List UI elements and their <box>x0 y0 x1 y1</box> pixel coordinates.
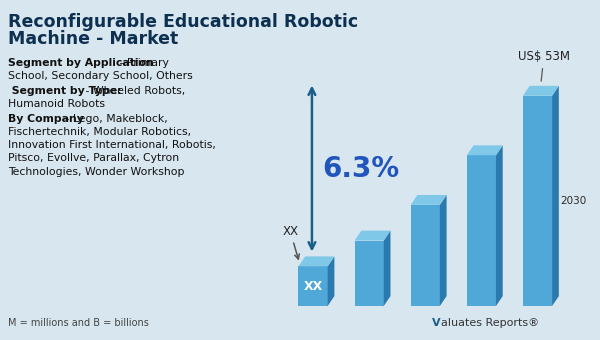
Bar <box>410 205 440 306</box>
Text: aluates Reports®: aluates Reports® <box>441 318 539 328</box>
Polygon shape <box>410 195 446 205</box>
Text: - Primary: - Primary <box>116 58 169 68</box>
Text: Segment by Application: Segment by Application <box>8 58 154 68</box>
Text: Machine - Market: Machine - Market <box>8 30 178 48</box>
Polygon shape <box>467 146 503 155</box>
Polygon shape <box>440 195 446 306</box>
Text: M = millions and B = billions: M = millions and B = billions <box>8 318 149 328</box>
Polygon shape <box>523 86 559 96</box>
Text: - Lego, Makeblock,: - Lego, Makeblock, <box>62 114 168 124</box>
Polygon shape <box>552 86 559 306</box>
Text: Humanoid Robots: Humanoid Robots <box>8 99 105 109</box>
Text: US$ 53M: US$ 53M <box>518 50 570 81</box>
Text: V: V <box>432 318 440 328</box>
Bar <box>355 241 384 306</box>
Text: By Company: By Company <box>8 114 84 124</box>
Text: 6.3%: 6.3% <box>322 155 399 183</box>
Text: 2030: 2030 <box>560 196 587 206</box>
Polygon shape <box>355 231 391 241</box>
Bar <box>467 155 496 306</box>
Polygon shape <box>384 231 391 306</box>
Text: School, Secondary School, Others: School, Secondary School, Others <box>8 71 193 81</box>
Text: XX: XX <box>304 280 323 293</box>
Bar <box>523 96 552 306</box>
Text: Reconfigurable Educational Robotic: Reconfigurable Educational Robotic <box>8 13 358 31</box>
Text: - Wheeled Robots,: - Wheeled Robots, <box>82 86 185 96</box>
Polygon shape <box>298 256 334 266</box>
Polygon shape <box>496 146 503 306</box>
Bar <box>298 266 328 306</box>
Text: Segment by Type:: Segment by Type: <box>8 86 121 96</box>
Text: XX: XX <box>282 225 299 259</box>
Polygon shape <box>328 256 334 306</box>
Text: Fischertechnik, Modular Robotics,
Innovation First International, Robotis,
Pitsc: Fischertechnik, Modular Robotics, Innova… <box>8 127 216 176</box>
